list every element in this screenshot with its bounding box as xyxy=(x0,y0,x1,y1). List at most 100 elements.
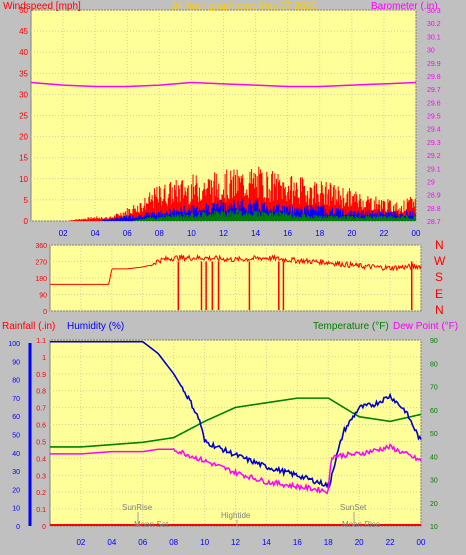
bottom-x-tick-label: 04 xyxy=(107,538,116,547)
baro-tick-label: 29.9 xyxy=(427,61,441,68)
temperature-axis-title: Temperature (°F) xyxy=(313,321,389,332)
baro-tick-label: 28.9 xyxy=(427,193,441,200)
temp-tick-label: 50 xyxy=(430,431,438,438)
baro-tick-label: 29.1 xyxy=(427,166,441,173)
baro-tick-label: 30 xyxy=(427,48,435,55)
rain-tick-label: 0.4 xyxy=(36,456,46,463)
humidity-tick-label: 80 xyxy=(12,378,20,385)
rain-tick-label: 0.5 xyxy=(36,439,46,446)
compass-e: E xyxy=(435,287,443,301)
bottom-x-tick-label: 00 xyxy=(417,538,426,547)
humidity-tick-label: 30 xyxy=(12,469,20,476)
wind-tick-label: 40 xyxy=(19,48,28,57)
event-sunrise: SunRise xyxy=(122,503,153,512)
top-x-tick-label: 20 xyxy=(347,229,356,238)
direction-tick-label: 180 xyxy=(35,276,47,283)
top-x-tick-label: 08 xyxy=(155,229,164,238)
wind-tick-label: 25 xyxy=(19,112,28,121)
baro-tick-label: 29.3 xyxy=(427,140,441,147)
wind-tick-label: 5 xyxy=(24,196,29,205)
rain-tick-label: 0.8 xyxy=(36,389,46,396)
rain-tick-label: 0 xyxy=(42,524,46,531)
baro-tick-label: 29.4 xyxy=(427,127,441,134)
top-x-tick-label: 02 xyxy=(59,229,68,238)
rain-tick-label: 0.3 xyxy=(36,473,46,480)
wind-tick-label: 30 xyxy=(19,90,28,99)
temp-tick-label: 10 xyxy=(430,524,438,531)
direction-tick-label: 0 xyxy=(43,309,47,316)
baro-tick-label: 30.3 xyxy=(427,8,441,15)
wind-tick-label: 20 xyxy=(19,133,28,142)
humidity-tick-label: 60 xyxy=(12,414,20,421)
humidity-tick-label: 50 xyxy=(12,433,20,440)
rain-tick-label: 0.9 xyxy=(36,372,46,379)
temp-tick-label: 60 xyxy=(430,408,438,415)
graph-title: 24 hour graph day: May 07 2020 xyxy=(172,1,317,12)
humidity-tick-label: 0 xyxy=(16,524,20,531)
temp-tick-label: 70 xyxy=(430,385,438,392)
direction-tick-label: 90 xyxy=(39,293,47,300)
top-x-tick-label: 12 xyxy=(219,229,228,238)
barometer-axis-title: Barometer (.in) xyxy=(371,1,438,12)
event-moonset: Moon Set xyxy=(134,520,169,529)
baro-tick-label: 29.8 xyxy=(427,74,441,81)
rain-tick-label: 0.2 xyxy=(36,490,46,497)
compass-w: W xyxy=(434,254,446,268)
event-moonrise: Moon Rise xyxy=(342,520,381,529)
event-sunset: SunSet xyxy=(340,503,367,512)
wind-tick-label: 50 xyxy=(19,6,28,15)
compass-n-bottom: N xyxy=(435,303,444,317)
humidity-axis-title: Humidity (%) xyxy=(67,321,124,332)
bottom-x-tick-label: 08 xyxy=(169,538,178,547)
dewpoint-line xyxy=(50,443,422,495)
event-hightide: Hightide xyxy=(221,511,251,520)
bottom-x-tick-label: 06 xyxy=(138,538,147,547)
direction-tick-label: 270 xyxy=(35,260,47,267)
baro-tick-label: 29.6 xyxy=(427,100,441,107)
barometer-line xyxy=(30,81,417,88)
bottom-x-tick-label: 14 xyxy=(262,538,271,547)
top-x-tick-label: 00 xyxy=(412,229,421,238)
humidity-line xyxy=(50,340,422,489)
humidity-tick-label: 90 xyxy=(12,359,20,366)
temperature-line xyxy=(50,397,422,448)
humidity-tick-label: 70 xyxy=(12,396,20,403)
compass-n-top: N xyxy=(435,238,444,252)
baro-tick-label: 28.7 xyxy=(427,219,441,226)
rain-tick-label: 0.6 xyxy=(36,423,46,430)
bottom-x-tick-label: 18 xyxy=(324,538,333,547)
top-x-tick-label: 16 xyxy=(283,229,292,238)
bottom-x-tick-label: 10 xyxy=(200,538,209,547)
top-x-tick-label: 06 xyxy=(123,229,132,238)
compass-s: S xyxy=(435,270,443,284)
humidity-tick-label: 100 xyxy=(8,341,20,348)
top-x-tick-label: 18 xyxy=(315,229,324,238)
bottom-x-tick-label: 20 xyxy=(355,538,364,547)
temp-tick-label: 20 xyxy=(430,501,438,508)
bottom-x-tick-label: 02 xyxy=(76,538,85,547)
top-x-tick-label: 14 xyxy=(251,229,260,238)
wind-axis-title: Windspeed [mph] xyxy=(3,1,81,12)
baro-tick-label: 29.2 xyxy=(427,153,441,160)
temp-tick-label: 80 xyxy=(430,361,438,368)
rainfall-axis-title: Rainfall (.in) xyxy=(2,321,55,332)
baro-tick-label: 29.5 xyxy=(427,114,441,121)
temp-tick-label: 30 xyxy=(430,478,438,485)
baro-tick-label: 29 xyxy=(427,179,435,186)
baro-tick-label: 30.1 xyxy=(427,34,441,41)
humidity-tick-label: 20 xyxy=(12,487,20,494)
wind-tick-label: 0 xyxy=(24,217,29,226)
rain-tick-label: 1.1 xyxy=(36,338,46,345)
wind-tick-label: 15 xyxy=(19,154,28,163)
temp-tick-label: 90 xyxy=(430,338,438,345)
rain-tick-label: 0.1 xyxy=(36,507,46,514)
wind-tick-label: 10 xyxy=(19,175,28,184)
temp-tick-label: 40 xyxy=(430,454,438,461)
bottom-x-tick-label: 22 xyxy=(386,538,395,547)
top-x-tick-label: 04 xyxy=(91,229,100,238)
humidity-tick-label: 40 xyxy=(12,451,20,458)
dewpoint-axis-title: Dew Point (°F) xyxy=(393,321,458,332)
direction-line xyxy=(50,253,422,285)
